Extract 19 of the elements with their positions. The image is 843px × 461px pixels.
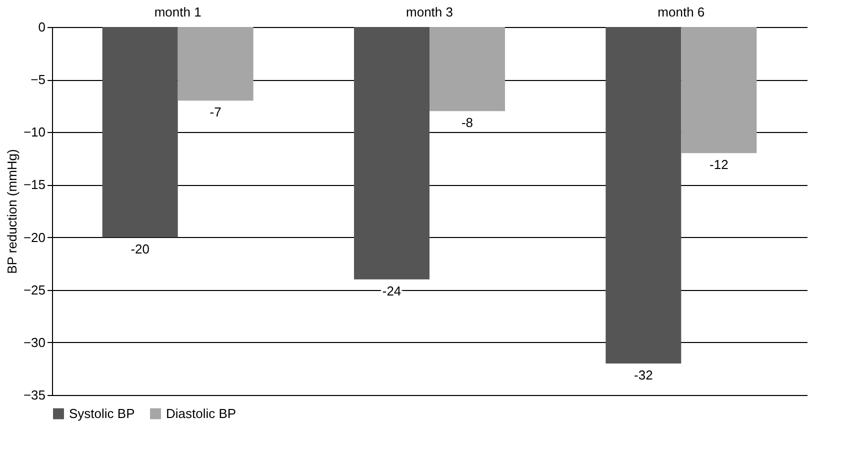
x-tick-label: month 1 (154, 4, 202, 20)
data-label: -20 (130, 241, 150, 256)
data-label: -32 (634, 367, 653, 382)
x-tick-label: month 3 (406, 4, 453, 20)
y-tick-label: −35 (23, 388, 46, 402)
data-label: -8 (461, 115, 474, 130)
y-tick-label: −25 (23, 282, 46, 298)
y-tick-label: −10 (23, 124, 46, 140)
y-axis-title: BP reduction (mmHg) (4, 149, 20, 274)
y-tick-label: −30 (23, 334, 46, 350)
legend-label: Systolic BP (69, 406, 135, 421)
y-tick-label: 0 (38, 20, 46, 34)
y-tick-label: −20 (23, 230, 46, 245)
data-label: -7 (210, 104, 222, 120)
y-tick-label: −5 (30, 72, 46, 88)
x-tick-label: month 6 (658, 4, 705, 20)
y-tick-label: −15 (23, 177, 46, 192)
legend-label: Diastolic BP (166, 406, 236, 421)
data-label: -12 (710, 157, 728, 172)
